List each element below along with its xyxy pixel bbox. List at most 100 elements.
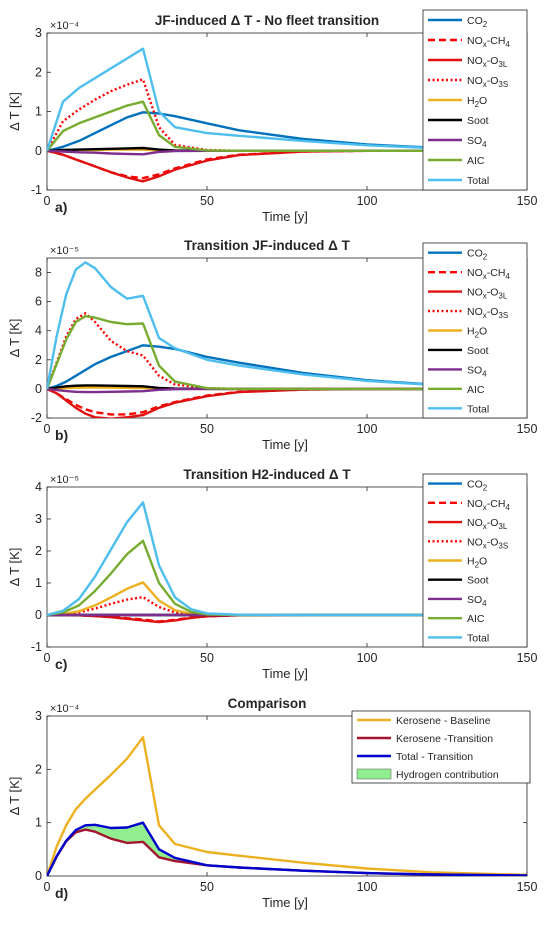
series-group: [47, 47, 432, 183]
legend-label: AIC: [467, 384, 485, 396]
legend-label: NOx-O3S: [467, 75, 508, 89]
chart-title: Comparison: [228, 696, 307, 711]
legend-label: NOx-O3L: [467, 287, 508, 301]
legend-label: H2O: [467, 95, 487, 109]
legend-label: NOx-O3S: [467, 536, 508, 550]
panel-label: c): [55, 656, 67, 672]
x-axis-label: Time [y]: [262, 209, 308, 224]
legend-label: CO2: [467, 15, 488, 29]
legend-label: H2O: [467, 556, 487, 570]
legend-label: NOx-O3L: [467, 55, 508, 69]
y-exponent: ×10⁻⁵: [50, 245, 79, 257]
x-axis-label: Time [y]: [262, 895, 308, 910]
legend-swatch: [356, 768, 392, 780]
x-axis-label: Time [y]: [262, 666, 308, 681]
series-line: [47, 595, 431, 617]
y-tick-label: 4: [35, 324, 42, 338]
y-tick-label: 1: [35, 105, 42, 119]
series-line: [47, 100, 431, 152]
y-tick-label: 1: [35, 576, 42, 590]
y-axis-label: Δ T [K]: [7, 777, 22, 816]
y-tick-label: -1: [31, 640, 42, 654]
y-exponent: ×10⁻⁴: [50, 20, 79, 32]
legend-label: Soot: [467, 115, 489, 127]
series-line: [47, 261, 432, 390]
y-tick-label: 0: [35, 869, 42, 883]
series-line: [47, 501, 431, 617]
series-line: [47, 736, 527, 876]
series-group: [47, 261, 432, 418]
y-tick-label: 3: [35, 26, 42, 40]
legend-label: AIC: [467, 155, 485, 167]
legend-label: CO2: [467, 479, 488, 493]
y-tick-label: 0: [35, 144, 42, 158]
legend-label: Kerosene - Baseline: [396, 715, 491, 727]
legend: CO2 NOx-CH4 NOx-O3L NOx-O3S H2O Soot SO4 AIC Tot…: [422, 9, 528, 191]
legend-label: Kerosene -Transition: [396, 733, 493, 745]
chart-title: JF-induced Δ T - No fleet transition: [155, 13, 379, 28]
x-tick-label: 150: [517, 651, 538, 665]
y-tick-label: 3: [35, 709, 42, 723]
x-tick-label: 150: [517, 194, 538, 208]
x-tick-label: 100: [357, 880, 378, 894]
legend: CO2 NOx-CH4 NOx-O3L NOx-O3S H2O Soot SO4 AIC Tot…: [422, 473, 528, 648]
x-tick-label: 50: [200, 422, 214, 436]
legend-label: H2O: [467, 326, 487, 340]
x-tick-label: 100: [357, 194, 378, 208]
legend-label: NOx-O3L: [467, 517, 508, 531]
x-tick-label: 0: [44, 194, 51, 208]
y-tick-label: 2: [35, 65, 42, 79]
series-line: [47, 821, 527, 876]
y-tick-label: -1: [31, 183, 42, 197]
y-tick-label: 1: [35, 816, 42, 830]
series-line: [47, 344, 432, 391]
panel-label: d): [55, 885, 68, 901]
y-tick-label: 2: [35, 544, 42, 558]
legend-label: CO2: [467, 248, 488, 262]
y-exponent: ×10⁻⁵: [50, 474, 79, 486]
legend: CO2 NOx-CH4 NOx-O3L NOx-O3S H2O Soot SO4 AIC Tot…: [422, 242, 528, 419]
x-tick-label: 50: [200, 194, 214, 208]
y-tick-label: 6: [35, 295, 42, 309]
hydrogen-contribution-area: [47, 822, 527, 876]
x-tick-label: 150: [517, 880, 538, 894]
panel-label: b): [55, 427, 68, 443]
y-tick-label: 0: [35, 382, 42, 396]
legend-label: Hydrogen contribution: [396, 769, 499, 781]
y-axis-label: Δ T [K]: [7, 92, 22, 131]
y-axis-label: Δ T [K]: [7, 319, 22, 358]
y-tick-label: 8: [35, 266, 42, 280]
x-tick-label: 50: [200, 880, 214, 894]
series-group: [47, 736, 527, 876]
chart-title: Transition JF-induced Δ T: [184, 238, 350, 253]
y-exponent: ×10⁻⁴: [50, 703, 79, 715]
legend-label: Total: [467, 632, 489, 644]
legend-label: Total: [467, 403, 489, 415]
x-tick-label: 100: [357, 422, 378, 436]
chart-panel: 0 50 100 150 0 1 2 3 ×10⁻⁴ Comparison Time [y] Δ T …: [7, 696, 537, 910]
y-tick-label: 3: [35, 512, 42, 526]
legend-label: Total: [467, 175, 489, 187]
x-axis-label: Time [y]: [262, 437, 308, 452]
legend-label: NOx-CH4: [467, 35, 510, 49]
legend-label: NOx-O3S: [467, 306, 508, 320]
y-axis-label: Δ T [K]: [7, 548, 22, 587]
series-line: [47, 387, 431, 418]
y-tick-label: 2: [35, 762, 42, 776]
series-group: [47, 501, 431, 624]
legend-label: Soot: [467, 575, 489, 587]
series-line: [47, 149, 431, 183]
series-line: [47, 315, 431, 391]
legend-label: Soot: [467, 345, 489, 357]
series-line: [47, 111, 432, 152]
x-tick-label: 100: [357, 651, 378, 665]
chart-title: Transition H2-induced Δ T: [183, 467, 351, 482]
legend-label: SO4: [467, 135, 487, 149]
x-tick-label: 150: [517, 422, 538, 436]
y-tick-label: 0: [35, 608, 42, 622]
x-tick-label: 50: [200, 651, 214, 665]
